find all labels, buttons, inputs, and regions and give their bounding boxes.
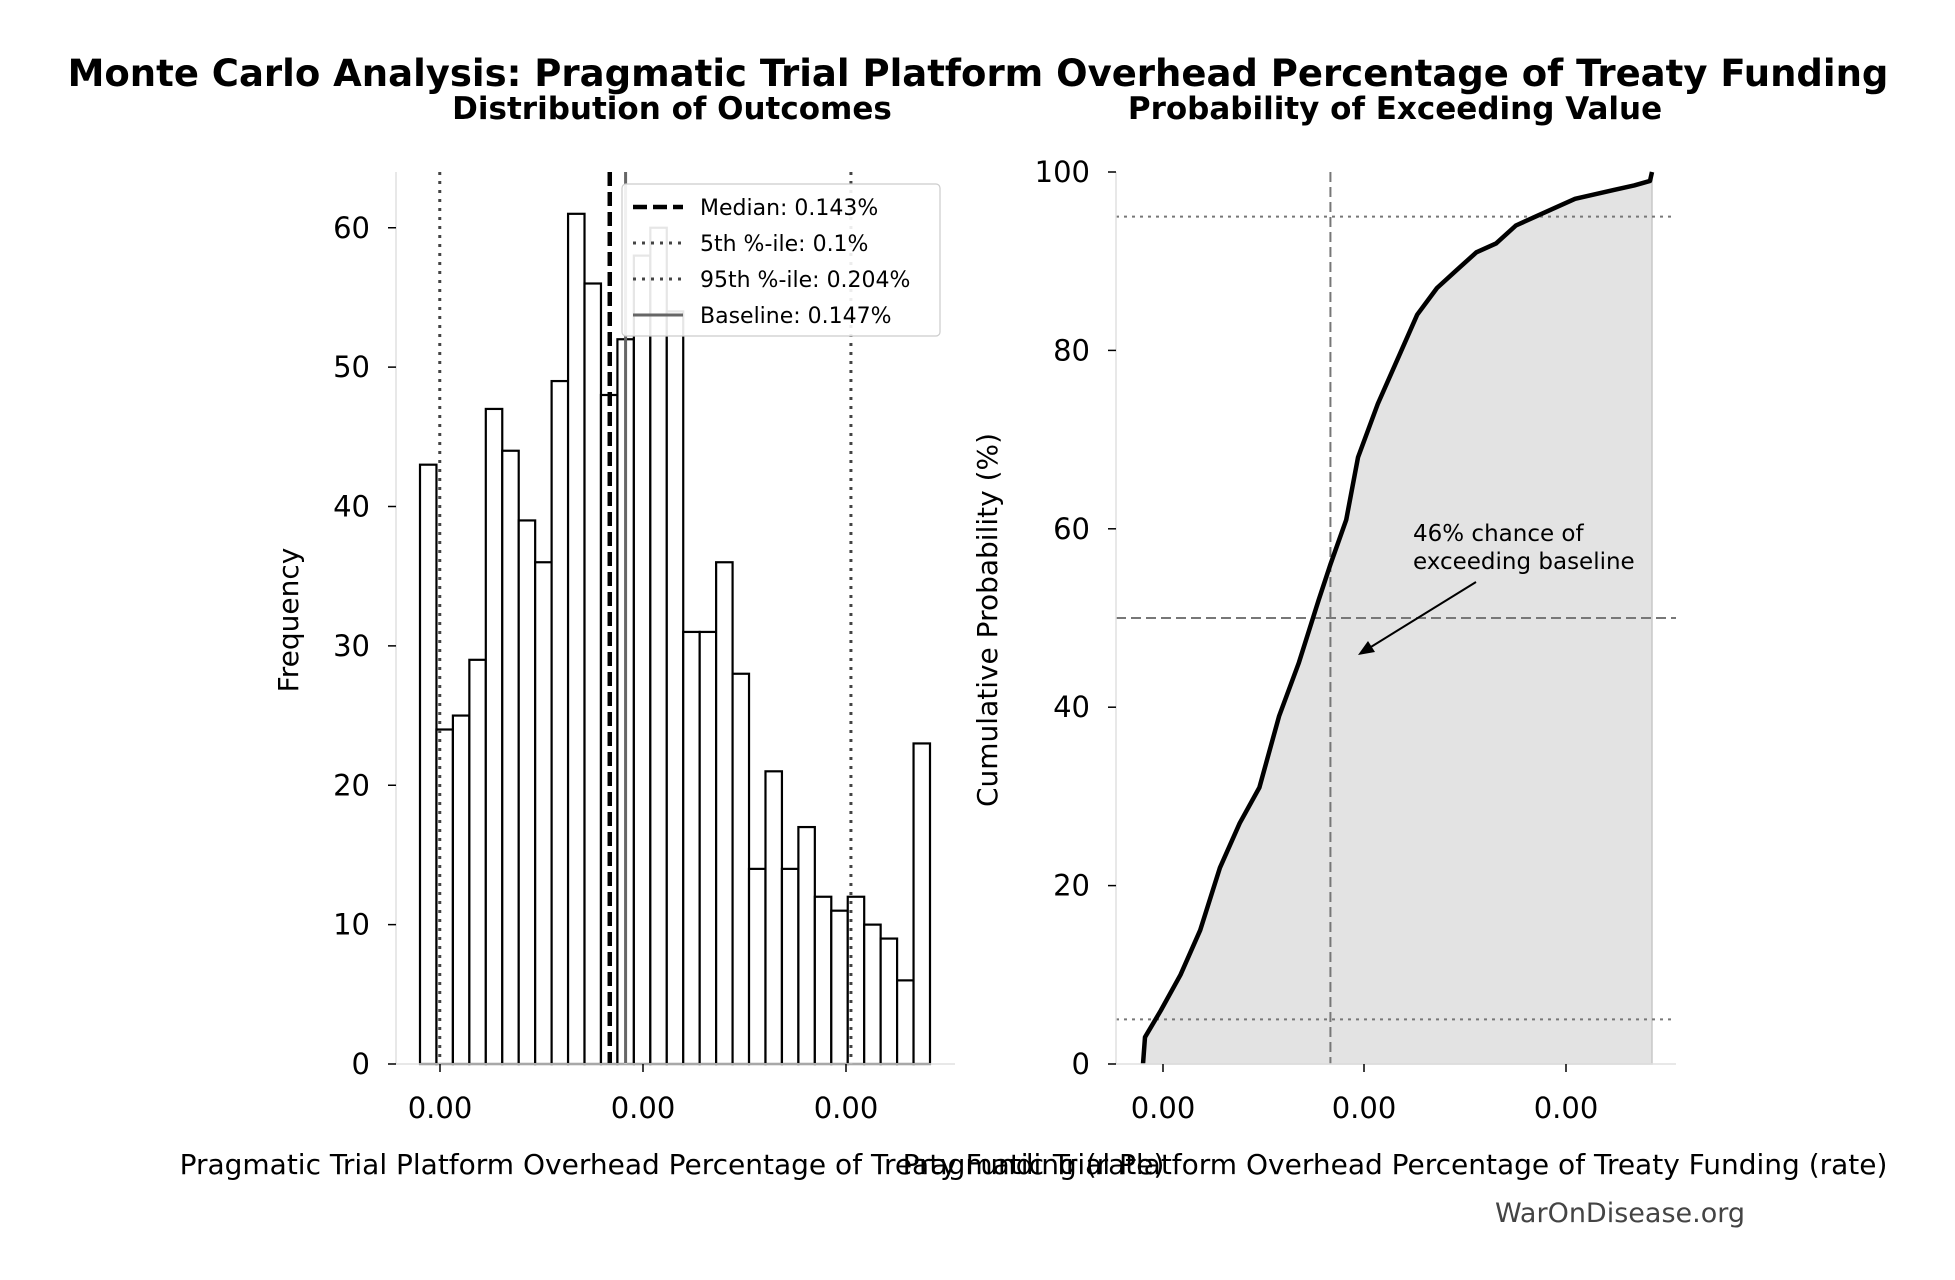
y-tick-label: 10 — [333, 908, 370, 942]
y-tick-label: 20 — [333, 768, 370, 802]
histogram-bar — [912, 742, 932, 1066]
x-tick-label: 0.00 — [611, 1091, 676, 1125]
y-tick-label: 0 — [1072, 1047, 1090, 1081]
histogram-bar — [468, 658, 487, 1066]
annotation-line-1: 46% chance of — [1413, 521, 1585, 547]
histogram-bar — [830, 909, 849, 1066]
watermark: WarOnDisease.org — [1495, 1198, 1745, 1229]
histogram-x-axis-label: Pragmatic Trial Platform Overhead Percen… — [180, 1148, 1165, 1181]
cdf-y-axis-label: Cumulative Probability (%) — [971, 433, 1004, 807]
histogram-bar — [566, 212, 586, 1066]
histogram-y-ticks: 0 10 20 30 40 50 60 — [333, 211, 396, 1081]
histogram-legend: Median: 0.143% 5th %-ile: 0.1% 95th %-ile:… — [621, 183, 941, 337]
y-tick-label: 0 — [352, 1047, 370, 1081]
histogram-bar — [797, 825, 816, 1066]
cdf-panel: Probability of Exceeding Value 0 20 40 60 80… — [903, 91, 1888, 1181]
annotation-arrow-shaft — [1365, 581, 1477, 651]
x-tick-label: 0.00 — [1534, 1091, 1599, 1125]
histogram-bar — [895, 979, 915, 1066]
histogram-panel: Distribution of Outcomes 0 10 20 30 40 50 60 0… — [180, 91, 1165, 1181]
legend-label: Median: 0.143% — [700, 196, 878, 221]
annotation-line-2: exceeding baseline — [1413, 549, 1635, 575]
legend-label: 95th %-ile: 0.204% — [700, 268, 910, 293]
histogram-bar — [813, 895, 833, 1066]
histogram-bar — [534, 561, 553, 1066]
histogram-bar — [418, 463, 438, 1066]
histogram-bar — [484, 407, 504, 1066]
x-tick-label: 0.00 — [1332, 1091, 1397, 1125]
y-tick-label: 60 — [1053, 512, 1090, 546]
histogram-bar — [632, 254, 652, 1066]
histogram-bar — [583, 282, 603, 1066]
x-tick-label: 0.00 — [1131, 1091, 1196, 1125]
y-tick-label: 40 — [333, 490, 370, 524]
histogram-bar — [715, 561, 734, 1066]
histogram-bar — [435, 728, 455, 1066]
cdf-x-axis-label: Pragmatic Trial Platform Overhead Percen… — [903, 1148, 1888, 1181]
histogram-bar — [698, 630, 718, 1066]
histogram-bar — [747, 867, 767, 1066]
histogram-bar — [665, 310, 685, 1066]
y-tick-label: 40 — [1053, 690, 1090, 724]
cdf-series-line — [1140, 171, 1655, 1065]
histogram-bar — [731, 672, 751, 1066]
histogram-bar — [863, 923, 882, 1066]
histogram-bars — [418, 212, 932, 1066]
cdf-reference-lines — [1116, 172, 1676, 1064]
legend-label: 5th %-ile: 0.1% — [700, 232, 868, 257]
cdf-x-ticks: 0.00 0.00 0.00 — [1131, 1064, 1599, 1125]
histogram-bar — [550, 379, 570, 1066]
x-tick-label: 0.00 — [408, 1091, 473, 1125]
y-tick-label: 30 — [333, 629, 370, 663]
legend-label: Baseline: 0.147% — [700, 304, 892, 329]
histogram-bar — [501, 449, 520, 1066]
y-tick-label: 50 — [333, 350, 370, 384]
histogram-bar — [451, 714, 471, 1066]
histogram-title: Distribution of Outcomes — [452, 91, 892, 127]
x-tick-label: 0.00 — [814, 1091, 879, 1125]
y-tick-label: 80 — [1053, 333, 1090, 367]
legend-box — [621, 183, 941, 337]
figure-title: Monte Carlo Analysis: Pragmatic Trial Pl… — [68, 52, 1889, 95]
cdf-annotation: 46% chance of exceeding baseline — [1358, 521, 1635, 655]
histogram-bar — [649, 226, 668, 1066]
annotation-arrow-head — [1358, 641, 1375, 655]
histogram-y-axis-label: Frequency — [272, 548, 305, 693]
cdf-y-ticks: 0 20 40 60 80 100 — [1035, 155, 1116, 1081]
cdf-title: Probability of Exceeding Value — [1128, 91, 1662, 127]
histogram-x-ticks: 0.00 0.00 0.00 — [408, 1064, 879, 1125]
histogram-bar — [764, 770, 784, 1066]
histogram-bar — [517, 519, 537, 1066]
y-tick-label: 20 — [1053, 869, 1090, 903]
histogram-bar — [780, 867, 800, 1066]
y-tick-label: 60 — [333, 211, 370, 245]
histogram-bar — [879, 937, 899, 1066]
y-tick-label: 100 — [1035, 155, 1090, 189]
histogram-bar — [682, 630, 701, 1066]
